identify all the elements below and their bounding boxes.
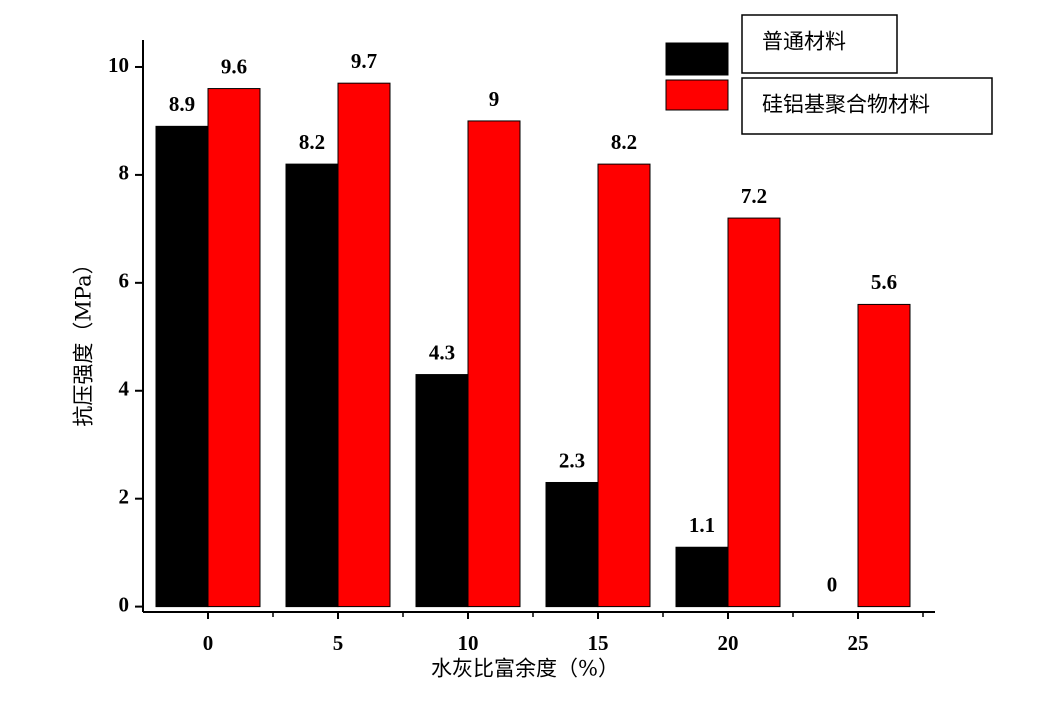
bar (857, 303, 911, 608)
x-tick-label: 20 (718, 631, 739, 655)
bar (467, 120, 521, 608)
x-tick-label: 15 (588, 631, 609, 655)
y-tick-label: 10 (108, 53, 129, 77)
value-label: 4.3 (429, 340, 455, 364)
y-tick-label: 2 (119, 484, 130, 508)
x-tick-label: 0 (203, 631, 214, 655)
bar (727, 217, 781, 608)
y-tick-label: 8 (119, 161, 130, 185)
y-axis-title: 抗压强度（MPa） (72, 253, 96, 426)
value-label: 8.9 (169, 92, 195, 116)
x-tick-label: 5 (333, 631, 344, 655)
legend-box (741, 14, 898, 74)
x-tick-label: 25 (848, 631, 869, 655)
bar (415, 374, 469, 608)
x-axis-title: 水灰比富余度（%） (431, 657, 619, 681)
legend-label: 普通材料 (762, 30, 846, 54)
y-tick-label: 4 (119, 377, 130, 401)
y-tick-label: 0 (119, 592, 130, 616)
value-label: 9 (489, 87, 500, 111)
value-label: 8.2 (611, 130, 637, 154)
value-label: 7.2 (741, 184, 767, 208)
x-tick-label: 10 (458, 631, 479, 655)
value-label: 9.6 (221, 54, 247, 78)
value-label: 1.1 (689, 513, 715, 537)
bar (285, 163, 339, 608)
bar (545, 481, 599, 608)
bar (207, 88, 261, 608)
bar (597, 163, 651, 608)
legend-label: 硅铝基聚合物材料 (762, 93, 930, 117)
value-label: 2.3 (559, 448, 585, 472)
bar (155, 125, 209, 608)
value-label: 9.7 (351, 49, 377, 73)
legend-swatch (665, 79, 729, 111)
legend-box (741, 77, 993, 135)
bar (337, 82, 391, 608)
value-label: 8.2 (299, 130, 325, 154)
legend-swatch (665, 42, 729, 76)
value-label: 5.6 (871, 270, 897, 294)
bar (675, 546, 729, 608)
y-tick-label: 6 (119, 269, 130, 293)
value-label: 0 (827, 572, 838, 596)
